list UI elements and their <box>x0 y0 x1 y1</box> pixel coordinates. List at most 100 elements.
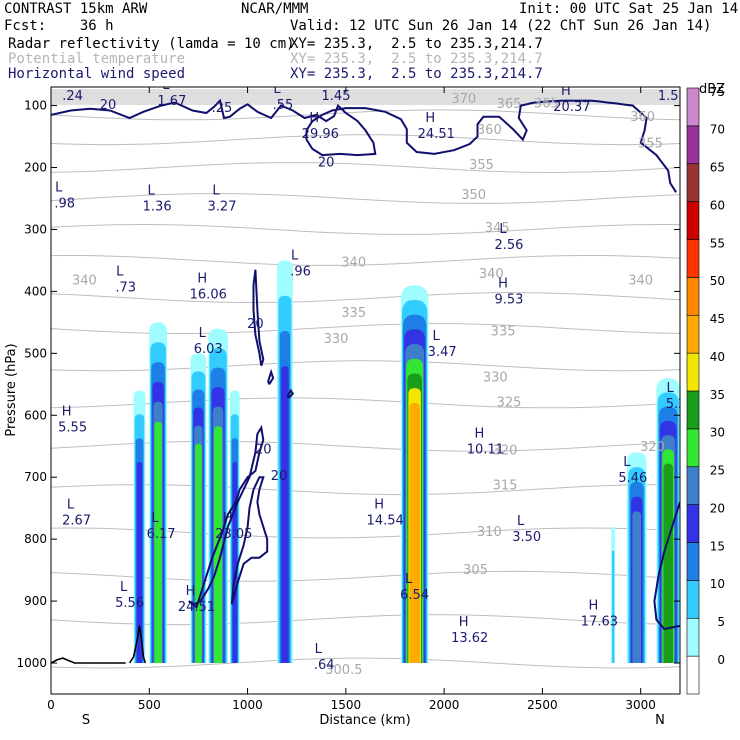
extremum-marker: L <box>273 82 281 97</box>
y-tick-label: 300 <box>24 222 47 236</box>
colorbar-tick-label: 70 <box>710 123 725 137</box>
extremum-value: .73 <box>115 281 136 296</box>
theta-contour-label: 355 <box>469 158 494 173</box>
reflectivity-column-3-30dbz <box>195 443 202 663</box>
theta-contour-label: 340 <box>341 256 366 271</box>
extremum-value: 6.54 <box>400 588 429 603</box>
extremum-marker: L <box>148 183 156 198</box>
colorbar-swatch <box>686 239 700 278</box>
colorbar-swatch <box>686 542 700 581</box>
reflectivity-column-10-35dbz <box>663 463 673 663</box>
theta-contour-label: 365 <box>534 96 559 111</box>
extremum-value: 5.56 <box>115 596 144 611</box>
extremum-value: 20.37 <box>553 100 590 115</box>
colorbar-tick-label: 15 <box>710 539 725 553</box>
extremum-marker: H <box>475 426 485 441</box>
extremum-marker: L <box>315 642 323 657</box>
isentrope-line <box>51 360 680 372</box>
extremum-value: 20 <box>271 469 288 484</box>
colorbar-tick-label: 5 <box>717 615 725 629</box>
theta-contour-label: 335 <box>341 306 366 321</box>
y-tick-label: 500 <box>24 346 47 360</box>
colorbar-tick-label: 35 <box>710 388 725 402</box>
extremum-marker: L <box>55 180 63 195</box>
theta-contour-label: 320 <box>493 443 518 458</box>
reflectivity-column-7-45dbz <box>409 402 420 663</box>
field-label-reflectivity: Radar reflectivity (lamda = 10 cm) <box>8 36 295 52</box>
colorbar-swatch <box>686 277 700 316</box>
y-tick-label: 100 <box>24 99 47 113</box>
colorbar-tick-label: 55 <box>710 236 725 250</box>
isentrope-line <box>51 255 680 266</box>
extremum-value: 16.06 <box>190 287 227 302</box>
plot-area: 370 365 365 360 360 355 355 350 345 340 340 340 340 3… <box>51 73 680 678</box>
x-tick-label: 2000 <box>429 698 460 712</box>
extremum-value: 1.5 <box>658 89 679 104</box>
terrain-line <box>128 625 147 664</box>
theta-contour-label: 365 <box>497 97 522 112</box>
y-tick-label: 200 <box>24 161 47 175</box>
extremum-marker: L <box>63 73 71 88</box>
theta-contour-label: 340 <box>628 274 653 289</box>
reflectivity-column-8-10dbz <box>611 550 615 663</box>
theta-contour-label: 360 <box>477 123 502 138</box>
isentrope-line <box>51 484 680 496</box>
extremum-marker: L <box>405 572 413 587</box>
extremum-marker: H <box>589 598 599 613</box>
colorbar-swatch <box>686 314 700 354</box>
wind-speed-contour <box>252 269 265 367</box>
extremum-marker: H <box>459 615 469 630</box>
theta-contour-label: 320 <box>640 440 665 455</box>
extremum-marker: H <box>197 271 207 286</box>
extremum-value: 1.36 <box>143 199 172 214</box>
extremum-marker: H <box>62 405 72 420</box>
extremum-marker: H <box>425 111 435 126</box>
extremum-marker: H <box>561 84 571 99</box>
isentrope-line <box>51 570 680 582</box>
extremum-value: 5.46 <box>618 471 647 486</box>
isentrope-line <box>51 292 680 303</box>
colorbar-tick-label: 20 <box>710 501 725 515</box>
theta-contour-label: 330 <box>483 370 508 385</box>
y-axis-label: Pressure (hPa) <box>4 343 19 436</box>
extremum-marker: H <box>186 584 196 599</box>
extremum-value: 6.17 <box>147 527 176 542</box>
y-tick-label: 600 <box>24 408 47 422</box>
y-tick-label: 1000 <box>16 656 47 670</box>
extremum-marker: L <box>623 455 631 470</box>
extremum-value: 2.56 <box>495 238 524 253</box>
extremum-value: 23.05 <box>215 527 252 542</box>
y-tick-label: 700 <box>24 470 47 484</box>
isentrope-line <box>51 162 680 174</box>
extremum-value: 20 <box>100 98 117 113</box>
extremum-value: .96 <box>290 265 311 280</box>
extremum-value: 9.53 <box>495 292 524 307</box>
extremum-value: 3.50 <box>512 530 541 545</box>
extremum-marker: H <box>309 111 319 126</box>
extremum-value: 20 <box>318 156 335 171</box>
extremum-value: 29.96 <box>302 127 339 142</box>
extremum-marker: L <box>116 265 124 280</box>
extremum-marker: H <box>498 276 508 291</box>
y-tick-label: 800 <box>24 532 47 546</box>
init-time: Init: 00 UTC Sat 25 Jan 14 <box>519 1 739 17</box>
theta-contour-label: 345 <box>485 221 510 236</box>
model-title: CONTRAST 15km ARW <box>4 1 148 17</box>
extremum-value: .98 <box>54 196 75 211</box>
isentrope-line <box>51 527 680 539</box>
theta-contour-label: 300.5 <box>325 663 362 678</box>
organization-label: NCAR/MMM <box>241 1 309 17</box>
extremum-marker: L <box>499 222 507 237</box>
theta-contour-label: 350 <box>461 188 486 203</box>
theta-contour-label: 310 <box>477 525 502 540</box>
colorbar-swatch <box>686 504 700 543</box>
extremum-value: 10.11 <box>467 442 504 457</box>
theta-contour-label: 360 <box>630 110 655 125</box>
extremum-value: .55 <box>273 98 294 113</box>
extremum-value: 3.47 <box>428 345 457 360</box>
theta-contour-label: 315 <box>493 479 518 494</box>
extremum-value: .24 <box>62 89 83 104</box>
extremum-value: 1.45 <box>322 89 351 104</box>
theta-contour-label: 330 <box>324 332 349 347</box>
extremum-marker: L <box>666 381 674 396</box>
